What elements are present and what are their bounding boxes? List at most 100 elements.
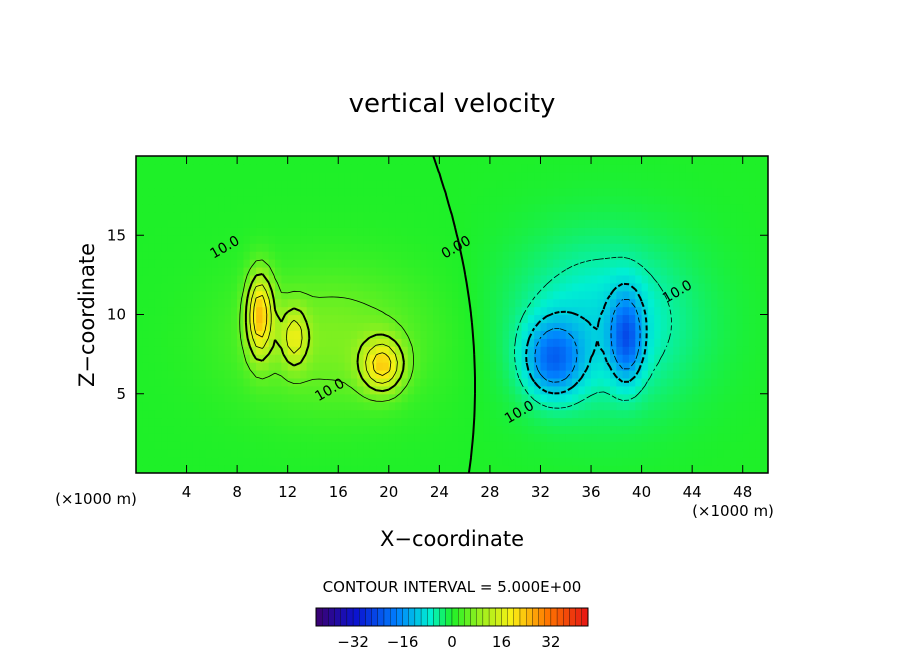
heatmap-cell xyxy=(515,385,523,395)
heatmap-cell xyxy=(433,346,440,355)
heatmap-cell xyxy=(685,274,693,284)
heatmap-cell xyxy=(553,346,561,355)
heatmap-cell xyxy=(401,362,409,371)
heatmap-cell xyxy=(445,409,453,419)
heatmap-cell xyxy=(704,409,712,419)
heatmap-cell xyxy=(755,211,763,220)
heatmap-cell xyxy=(433,274,440,284)
heatmap-cell xyxy=(755,251,763,260)
heatmap-cell xyxy=(249,243,257,252)
heatmap-cell xyxy=(230,346,238,355)
heatmap-cell xyxy=(319,179,327,189)
heatmap-cell xyxy=(205,195,213,205)
heatmap-cell xyxy=(534,156,542,165)
heatmap-cell xyxy=(603,235,611,244)
heatmap-cell xyxy=(445,346,453,355)
heatmap-cell xyxy=(445,330,453,339)
heatmap-cell xyxy=(306,449,314,458)
heatmap-cell xyxy=(578,243,586,252)
heatmap-cell xyxy=(192,282,200,292)
heatmap-cell xyxy=(211,393,219,403)
heatmap-cell xyxy=(736,259,744,268)
heatmap-cell xyxy=(142,298,150,308)
heatmap-cell xyxy=(369,322,377,331)
heatmap-cell xyxy=(136,259,143,268)
colorbar-swatch xyxy=(513,607,521,627)
heatmap-cell xyxy=(230,314,238,324)
heatmap-cell xyxy=(464,203,472,213)
heatmap-cell xyxy=(363,330,371,339)
heatmap-cell xyxy=(666,243,674,252)
heatmap-cell xyxy=(673,425,681,434)
heatmap-cell xyxy=(388,298,396,308)
heatmap-cell xyxy=(761,433,768,442)
heatmap-cell xyxy=(407,163,415,173)
heatmap-cell xyxy=(243,282,251,292)
heatmap-cell xyxy=(256,243,263,252)
heatmap-cell xyxy=(407,235,415,244)
heatmap-cell xyxy=(243,243,251,252)
heatmap-cell xyxy=(243,385,251,395)
heatmap-cell xyxy=(300,314,308,324)
heatmap-cell xyxy=(622,163,630,173)
heatmap-cell xyxy=(382,227,390,236)
heatmap-cell xyxy=(382,457,390,466)
heatmap-cell xyxy=(287,322,295,331)
heatmap-cell xyxy=(414,187,421,197)
heatmap-cell xyxy=(723,274,731,284)
heatmap-cell xyxy=(312,306,320,316)
heatmap-cell xyxy=(578,457,586,466)
heatmap-cell xyxy=(230,457,238,466)
heatmap-cell xyxy=(483,425,491,434)
heatmap-cell xyxy=(338,441,346,450)
heatmap-cell xyxy=(173,401,181,411)
heatmap-cell xyxy=(211,171,219,181)
heatmap-cell xyxy=(439,266,447,276)
heatmap-cell xyxy=(660,346,668,355)
heatmap-cell xyxy=(749,235,756,244)
heatmap-cell xyxy=(395,385,403,395)
heatmap-cell xyxy=(597,314,605,324)
heatmap-cell xyxy=(717,465,725,473)
heatmap-cell xyxy=(256,274,263,284)
heatmap-cell xyxy=(256,322,263,331)
heatmap-cell xyxy=(489,219,497,228)
heatmap-cell xyxy=(622,235,630,244)
heatmap-cell xyxy=(211,338,219,347)
heatmap-cell xyxy=(262,346,270,355)
heatmap-cell xyxy=(350,401,358,411)
heatmap-cell xyxy=(344,369,352,379)
heatmap-cell xyxy=(666,314,674,324)
heatmap-cell xyxy=(161,465,169,473)
heatmap-cell xyxy=(654,369,662,379)
heatmap-cell xyxy=(407,354,415,363)
heatmap-cell xyxy=(610,409,617,419)
heatmap-cell xyxy=(148,171,156,181)
heatmap-cell xyxy=(224,433,232,442)
heatmap-cell xyxy=(268,385,276,395)
heatmap-cell xyxy=(382,259,390,268)
heatmap-cell xyxy=(344,465,352,473)
heatmap-cell xyxy=(458,195,466,205)
heatmap-cell xyxy=(483,227,491,236)
heatmap-cell xyxy=(515,409,523,419)
heatmap-cell xyxy=(420,298,428,308)
heatmap-cell xyxy=(173,298,181,308)
heatmap-cell xyxy=(452,274,459,284)
heatmap-cell xyxy=(515,187,523,197)
colorbar-swatch xyxy=(340,607,348,627)
heatmap-cell xyxy=(489,409,497,419)
heatmap-cell xyxy=(319,266,327,276)
heatmap-cell xyxy=(186,219,194,228)
heatmap-cell xyxy=(205,171,213,181)
heatmap-cell xyxy=(388,417,396,427)
heatmap-cell xyxy=(628,346,636,355)
heatmap-cell xyxy=(597,266,605,276)
heatmap-cell xyxy=(338,266,346,276)
heatmap-cell xyxy=(540,179,548,189)
heatmap-cell xyxy=(559,163,567,173)
heatmap-cell xyxy=(704,401,712,411)
heatmap-cell xyxy=(622,441,630,450)
heatmap-cell xyxy=(142,449,150,458)
heatmap-cell xyxy=(186,322,194,331)
